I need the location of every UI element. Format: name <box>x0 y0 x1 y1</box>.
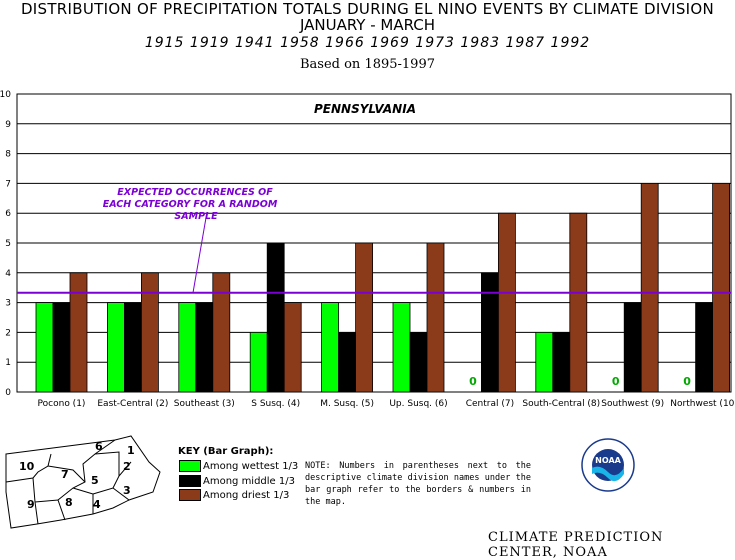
key-swatch-middle <box>179 475 201 487</box>
bar-7-series-2 <box>480 272 499 393</box>
map-label-6: 6 <box>95 440 103 453</box>
x-tick-label-9: Southwest (9) <box>601 399 664 409</box>
bar-10-series-2 <box>695 302 713 393</box>
footer-credit: CLIMATE PREDICTION CENTER, NOAA <box>488 530 664 560</box>
bar-5-series-3 <box>355 242 374 393</box>
bar-2-series-2 <box>124 302 142 393</box>
y-tick-label-1: 1 <box>5 358 11 368</box>
bar-10-series-3 <box>712 182 730 393</box>
y-tick-label-9: 9 <box>5 120 11 130</box>
bar-1-series-1 <box>35 302 54 393</box>
y-tick-label-6: 6 <box>5 209 11 219</box>
y-tick-label-5: 5 <box>5 239 11 249</box>
bar-8-series-3 <box>569 212 588 393</box>
bar-6-series-1 <box>392 302 411 393</box>
bar-4-series-2 <box>266 242 285 393</box>
x-tick-label-1: Pocono (1) <box>38 399 86 409</box>
bar-6-series-2 <box>409 331 428 393</box>
noaa-logo: NOAA <box>581 438 635 492</box>
key-label-driest: Among driest 1/3 <box>203 490 290 501</box>
bar-9-series-2 <box>623 302 642 393</box>
zero-label-10-series-1: 0 <box>683 375 691 388</box>
y-tick-label-3: 3 <box>5 299 11 309</box>
map-label-3: 3 <box>123 484 131 497</box>
logo-text: NOAA <box>595 456 621 465</box>
chart-title: DISTRIBUTION OF PRECIPITATION TOTALS DUR… <box>20 0 715 18</box>
key-item-middle: Among middle 1/3 <box>179 475 295 488</box>
x-tick-label-2: East-Central (2) <box>97 399 168 409</box>
bar-3-series-1 <box>178 302 197 393</box>
key-item-driest: Among driest 1/3 <box>179 489 290 502</box>
bar-2-series-1 <box>107 302 125 393</box>
y-tick-label-0: 0 <box>5 388 11 398</box>
bar-chart: 0 1 2 3 4 5 6 7 8 9 10 PENNSYLVANIA Pocono (1) East-C… <box>0 90 735 409</box>
key-swatch-driest <box>179 489 201 501</box>
bar-2-series-3 <box>140 272 159 393</box>
x-tick-label-5: M. Susq. (5) <box>320 399 374 409</box>
map-label-8: 8 <box>65 496 73 509</box>
bar-1-series-2 <box>52 302 71 393</box>
bar-9-series-3 <box>640 182 659 393</box>
map-label-10: 10 <box>19 460 35 473</box>
y-tick-label-8: 8 <box>5 150 11 160</box>
expected-line-annotation: EXPECTED OCCURRENCES OF EACH CATEGORY FOR… <box>103 187 278 222</box>
map-note: NOTE: Numbers in parentheses next to the… <box>305 461 531 507</box>
x-tick-label-10: Northwest (10) <box>670 399 735 409</box>
map-label-2: 2 <box>123 460 131 473</box>
map-label-9: 9 <box>27 498 35 511</box>
map-label-1: 1 <box>127 444 135 457</box>
chart-season: JANUARY - MARCH <box>299 16 436 34</box>
bar-3-series-3 <box>212 272 231 393</box>
plot-title: PENNSYLVANIA <box>314 102 416 116</box>
bar-4-series-1 <box>249 331 268 393</box>
bar-8-series-1 <box>535 331 554 393</box>
el-nino-years: 1915 1919 1941 1958 1966 1969 1973 1983 … <box>144 35 591 51</box>
bar-7-series-3 <box>497 212 516 393</box>
key-item-wettest: Among wettest 1/3 <box>179 460 299 473</box>
y-tick-label-7: 7 <box>5 179 11 189</box>
x-tick-label-3: Southeast (3) <box>174 399 235 409</box>
bar-6-series-3 <box>426 242 445 393</box>
key-label-wettest: Among wettest 1/3 <box>203 461 299 472</box>
pennsylvania-division-map: 1 2 3 4 5 6 7 8 9 10 <box>5 435 161 529</box>
bar-5-series-1 <box>321 302 340 393</box>
annotation-pointer <box>192 211 208 293</box>
key-swatch-wettest <box>179 460 201 472</box>
y-tick-label-4: 4 <box>5 269 11 279</box>
zero-label-7-series-1: 0 <box>469 375 477 388</box>
y-tick-label-10: 10 <box>0 90 11 100</box>
bar-1-series-3 <box>69 272 88 393</box>
y-tick-label-2: 2 <box>5 328 11 338</box>
key-label-middle: Among middle 1/3 <box>203 476 295 487</box>
key-title: KEY (Bar Graph): <box>178 446 274 457</box>
map-label-4: 4 <box>93 498 101 511</box>
bar-3-series-2 <box>195 302 214 393</box>
map-label-5: 5 <box>91 474 99 487</box>
x-tick-label-7: Central (7) <box>466 399 514 409</box>
zero-label-9-series-1: 0 <box>612 375 620 388</box>
bar-4-series-3 <box>283 302 302 393</box>
map-label-7: 7 <box>61 468 69 481</box>
bar-5-series-2 <box>338 331 357 393</box>
x-tick-label-4: S Susq. (4) <box>251 399 300 409</box>
baseline-text: Based on 1895-1997 <box>299 57 435 72</box>
bar-8-series-2 <box>552 331 571 393</box>
x-tick-label-6: Up. Susq. (6) <box>389 399 447 409</box>
x-tick-label-8: South-Central (8) <box>522 399 600 409</box>
